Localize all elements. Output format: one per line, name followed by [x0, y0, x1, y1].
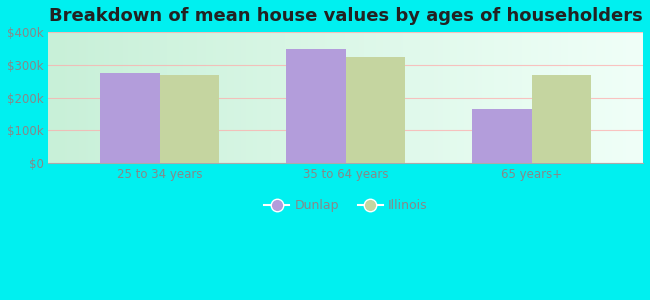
Bar	[160, 75, 220, 163]
Bar	[472, 109, 532, 163]
Bar	[346, 57, 405, 163]
Bar	[532, 75, 591, 163]
Title: Breakdown of mean house values by ages of householders: Breakdown of mean house values by ages o…	[49, 7, 643, 25]
Legend: Dunlap, Illinois: Dunlap, Illinois	[259, 194, 432, 217]
Bar	[286, 50, 346, 163]
Bar	[101, 73, 160, 163]
